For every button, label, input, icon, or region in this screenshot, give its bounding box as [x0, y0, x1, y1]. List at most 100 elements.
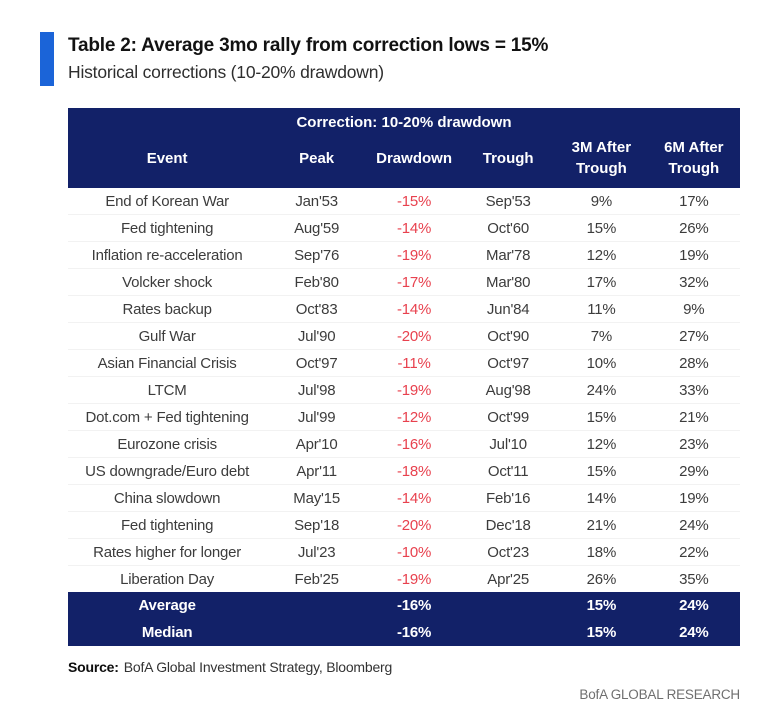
source-label: Source: [68, 659, 119, 675]
cell-peak: Jul'98 [266, 376, 368, 404]
title-text: Table 2: Average 3mo rally from correcti… [68, 32, 548, 86]
title-block: Table 2: Average 3mo rally from correcti… [40, 32, 740, 86]
cell-peak: Aug'59 [266, 214, 368, 242]
cell-drawdown: -16% [367, 430, 462, 458]
cell-drawdown: -15% [396, 192, 432, 210]
source-text: BofA Global Investment Strategy, Bloombe… [123, 659, 393, 675]
table-row: Rates backup Oct'83 -14% Jun'84 11% 9% [68, 295, 740, 323]
summary-cell-trough [461, 592, 556, 619]
table-row: Gulf War Jul'90 -20% Oct'90 7% 27% [68, 322, 740, 350]
cell-event: Inflation re-acceleration [68, 241, 267, 269]
cell-m3: 15% [555, 403, 648, 431]
cell-m3: 26% [555, 565, 648, 592]
title-accent-bar [40, 32, 54, 86]
cell-m3: 9% [590, 192, 613, 210]
cell-peak: Sep'76 [266, 241, 368, 269]
cell-m6: 29% [647, 457, 740, 485]
table-title: Table 2: Average 3mo rally from correcti… [68, 35, 549, 56]
cell-m3: 7% [555, 322, 648, 350]
cell-peak: Jan'53 [295, 192, 338, 210]
table-row: Liberation Day Feb'25 -19% Apr'25 26% 35% [68, 565, 740, 592]
cell-peak: Feb'25 [266, 565, 368, 592]
cell-m3: 18% [555, 538, 648, 566]
table-body: End of Korean War Jan'53 -15% Sep'53 9% 17% Fe… [68, 188, 740, 646]
cell-m6: 28% [647, 349, 740, 377]
cell-m3: 10% [555, 349, 648, 377]
cell-peak: Apr'11 [266, 457, 368, 485]
cell-trough: Oct'99 [461, 403, 556, 431]
cell-m6: 26% [647, 214, 740, 242]
summary-cell-peak [266, 592, 368, 619]
summary-cell-label: Average [68, 592, 267, 619]
cell-event: Asian Financial Crisis [68, 349, 267, 377]
cell-trough: Oct'23 [461, 538, 556, 566]
cell-event: Fed tightening [68, 214, 267, 242]
cell-drawdown: -14% [367, 484, 462, 512]
cell-drawdown: -20% [367, 511, 462, 539]
cell-trough: Jul'10 [461, 430, 556, 458]
cell-trough: Jun'84 [461, 295, 556, 323]
cell-peak: May'15 [266, 484, 368, 512]
cell-drawdown: -17% [367, 268, 462, 296]
cell-peak: Sep'18 [266, 511, 368, 539]
cell-m6: 33% [647, 376, 740, 404]
cell-event: Volcker shock [68, 268, 267, 296]
column-header-peak: Peak [266, 133, 368, 188]
cell-event: End of Korean War [105, 192, 229, 210]
summary-cell-trough [461, 619, 556, 646]
cell-m6: 35% [647, 565, 740, 592]
cell-m6: 27% [647, 322, 740, 350]
summary-cell-m3: 15% [555, 619, 648, 646]
summary-cell-label: Median [68, 619, 267, 646]
table-row: Volcker shock Feb'80 -17% Mar'80 17% 32% [68, 268, 740, 296]
cell-event: Gulf War [68, 322, 267, 350]
cell-peak: Jul'23 [266, 538, 368, 566]
cell-drawdown: -20% [367, 322, 462, 350]
cell-peak: Oct'83 [266, 295, 368, 323]
cell-m3: 12% [555, 241, 648, 269]
cell-event: US downgrade/Euro debt [68, 457, 267, 485]
cell-m6: 32% [647, 268, 740, 296]
table-row: Fed tightening Aug'59 -14% Oct'60 15% 26% [68, 214, 740, 242]
cell-event: Dot.com + Fed tightening [68, 403, 267, 431]
cell-trough: Oct'60 [461, 214, 556, 242]
cell-m3: 21% [555, 511, 648, 539]
cell-m6: 9% [647, 295, 740, 323]
table-row: Fed tightening Sep'18 -20% Dec'18 21% 24% [68, 511, 740, 539]
cell-trough: Aug'98 [461, 376, 556, 404]
cell-m6: 24% [647, 511, 740, 539]
cell-drawdown: -19% [367, 376, 462, 404]
column-header-m6: 6M After Trough [647, 133, 740, 188]
table-subtitle: Historical corrections (10-20% drawdown) [68, 62, 384, 82]
summary-cell-m6: 24% [647, 592, 740, 619]
column-header-trough: Trough [461, 133, 556, 188]
cell-trough: Oct'97 [461, 349, 556, 377]
cell-m3: 24% [555, 376, 648, 404]
column-header-event: Event [68, 133, 267, 188]
cell-m6: 17% [679, 192, 709, 210]
cell-m3: 15% [555, 457, 648, 485]
cell-trough: Mar'80 [461, 268, 556, 296]
cell-drawdown: -14% [367, 214, 462, 242]
summary-row-average: Average -16% 15% 24% [68, 592, 740, 619]
cell-m6: 23% [647, 430, 740, 458]
cell-trough: Dec'18 [461, 511, 556, 539]
cell-drawdown: -14% [367, 295, 462, 323]
cell-trough: Apr'25 [461, 565, 556, 592]
cell-drawdown: -12% [367, 403, 462, 431]
cell-peak: Jul'99 [266, 403, 368, 431]
table-head: Correction: 10-20% drawdown Event Peak Dra… [68, 108, 740, 188]
corrections-table: Correction: 10-20% drawdown Event Peak Dra… [68, 108, 740, 646]
summary-cell-peak [266, 619, 368, 646]
cell-m3: 14% [555, 484, 648, 512]
table-row: China slowdown May'15 -14% Feb'16 14% 19% [68, 484, 740, 512]
cell-m6: 19% [647, 484, 740, 512]
span-header-row: Correction: 10-20% drawdown [68, 108, 740, 133]
cell-trough: Oct'11 [461, 457, 556, 485]
cell-m6: 22% [647, 538, 740, 566]
cell-event: Liberation Day [68, 565, 267, 592]
column-header-drawdown: Drawdown [367, 133, 462, 188]
cell-drawdown: -19% [367, 565, 462, 592]
cell-event: LTCM [68, 376, 267, 404]
cell-event: China slowdown [68, 484, 267, 512]
